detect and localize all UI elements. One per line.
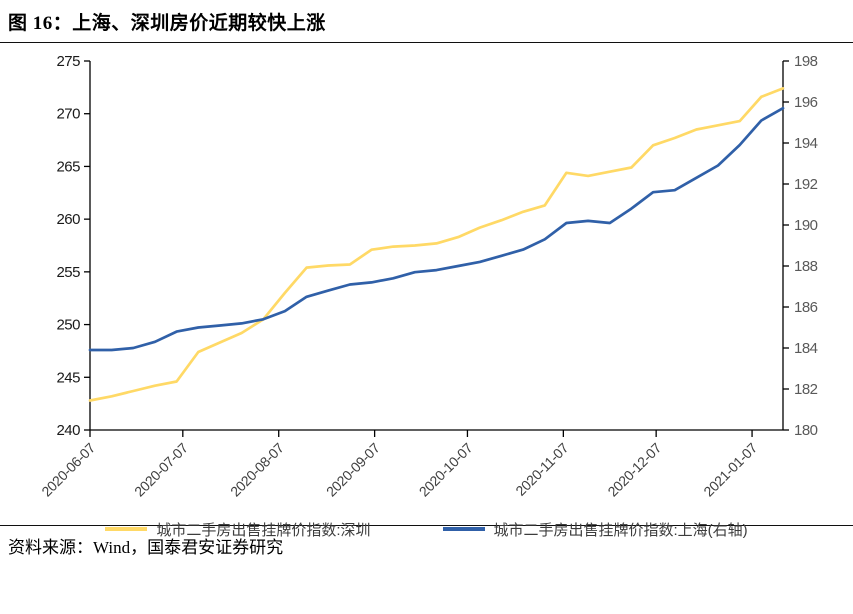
x-tick-label: 2021-01-07 [700, 439, 760, 499]
chart-legend: 城市二手房出售挂牌价指数:深圳 城市二手房出售挂牌价指数:上海(右轴) [0, 517, 853, 541]
right-tick-label: 182 [794, 381, 818, 398]
right-tick-label: 190 [794, 217, 818, 234]
legend-label-shenzhen: 城市二手房出售挂牌价指数:深圳 [156, 521, 371, 539]
left-tick-label: 275 [56, 53, 80, 70]
x-tick-label: 2020-12-07 [604, 439, 664, 499]
legend-item-shanghai: 城市二手房出售挂牌价指数:上海(右轴) [442, 519, 748, 540]
shanghai-line-swatch [442, 527, 485, 531]
series-line-1 [88, 106, 785, 352]
x-tick-label: 2020-11-07 [512, 439, 571, 498]
right-tick-label: 180 [794, 422, 818, 439]
figure-title: 图 16：上海、深圳房价近期较快上涨 [8, 13, 326, 34]
left-tick-label: 250 [56, 317, 80, 334]
x-tick-label: 2020-09-07 [323, 439, 383, 499]
shenzhen-line-swatch [105, 527, 148, 531]
chart-container: 240 245 250 255 260 265 270 275 180 182 184 186 188 1… [0, 43, 853, 539]
bottom-rule [0, 525, 853, 526]
x-tick-label: 2020-10-07 [416, 439, 476, 499]
figure-header: 图 16：上海、深圳房价近期较快上涨 [0, 0, 853, 42]
right-tick-label: 192 [794, 176, 818, 193]
x-tick-label: 2020-06-07 [38, 439, 98, 499]
x-tick-label: 2020-07-07 [131, 439, 191, 499]
right-tick-label: 196 [794, 94, 818, 111]
source-text: 资料来源：Wind，国泰君安证券研究 [8, 538, 284, 557]
x-tick-label: 2020-08-07 [227, 439, 287, 499]
left-tick-label: 240 [56, 422, 80, 439]
right-tick-label: 184 [794, 340, 818, 357]
left-tick-label: 270 [56, 106, 80, 123]
legend-label-shanghai: 城市二手房出售挂牌价指数:上海(右轴) [493, 521, 748, 539]
left-tick-label: 245 [56, 369, 80, 386]
line-chart: 240 245 250 255 260 265 270 275 180 182 184 186 188 1… [38, 53, 818, 500]
series-line-0 [88, 87, 785, 402]
left-tick-label: 260 [56, 211, 80, 228]
legend-item-shenzhen: 城市二手房出售挂牌价指数:深圳 [105, 519, 371, 540]
right-tick-label: 188 [794, 258, 818, 275]
left-tick-label: 255 [56, 264, 80, 281]
right-tick-label: 194 [794, 135, 818, 152]
top-rule [0, 42, 853, 43]
right-tick-label: 198 [794, 53, 818, 70]
right-tick-label: 186 [794, 299, 818, 316]
source-bar: 资料来源：Wind，国泰君安证券研究 [0, 526, 853, 566]
left-tick-label: 265 [56, 158, 80, 175]
